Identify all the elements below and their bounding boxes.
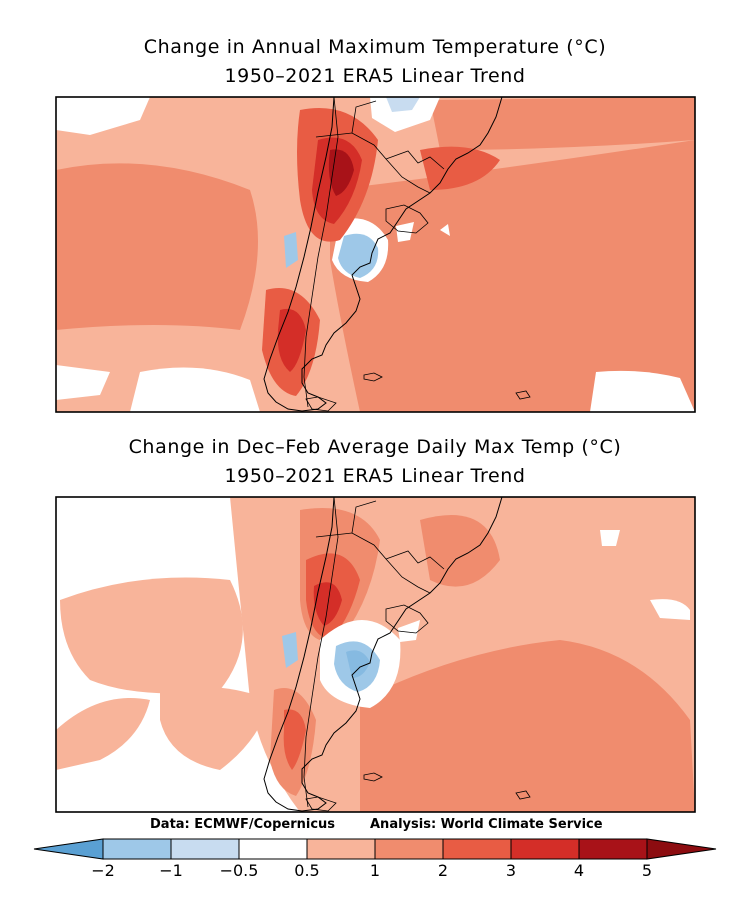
analysis-credit: Analysis: World Climate Service: [370, 817, 603, 832]
colorbar: [33, 838, 717, 860]
colorbar-box: [442, 838, 512, 860]
colorbar-box: [102, 838, 172, 860]
panel2-frame: [55, 496, 696, 813]
colorbar-box: [238, 838, 308, 860]
panel2-subtitle: 1950–2021 ERA5 Linear Trend: [224, 465, 526, 487]
panel1-frame: [55, 96, 696, 413]
colorbar-tick-label: −2: [91, 861, 115, 880]
panel2-title: Change in Dec–Feb Average Daily Max Temp…: [128, 436, 622, 458]
colorbar-box: [170, 838, 240, 860]
colorbar-box: [510, 838, 580, 860]
colorbar-tick-label: 1: [369, 861, 381, 880]
colorbar-tick-label: 5: [641, 861, 653, 880]
colorbar-box: [374, 838, 444, 860]
colorbar-tick-label: 2: [437, 861, 449, 880]
colorbar-tick-label: 0.5: [294, 861, 320, 880]
colorbar-tick-label: −0.5: [219, 861, 259, 880]
colorbar-box: [578, 838, 648, 860]
data-credit: Data: ECMWF/Copernicus: [150, 817, 336, 832]
colorbar-tick-label: 4: [573, 861, 585, 880]
colorbar-extend-low: [33, 838, 104, 860]
panel1-map: [56, 97, 695, 412]
colorbar-box: [306, 838, 376, 860]
panel2-map: [56, 497, 695, 812]
panel1-subtitle: 1950–2021 ERA5 Linear Trend: [224, 65, 526, 87]
colorbar-extend-high: [646, 838, 717, 860]
colorbar-tick-label: 3: [505, 861, 517, 880]
colorbar-tick-label: −1: [159, 861, 183, 880]
panel1-title: Change in Annual Maximum Temperature (°C…: [143, 36, 607, 58]
